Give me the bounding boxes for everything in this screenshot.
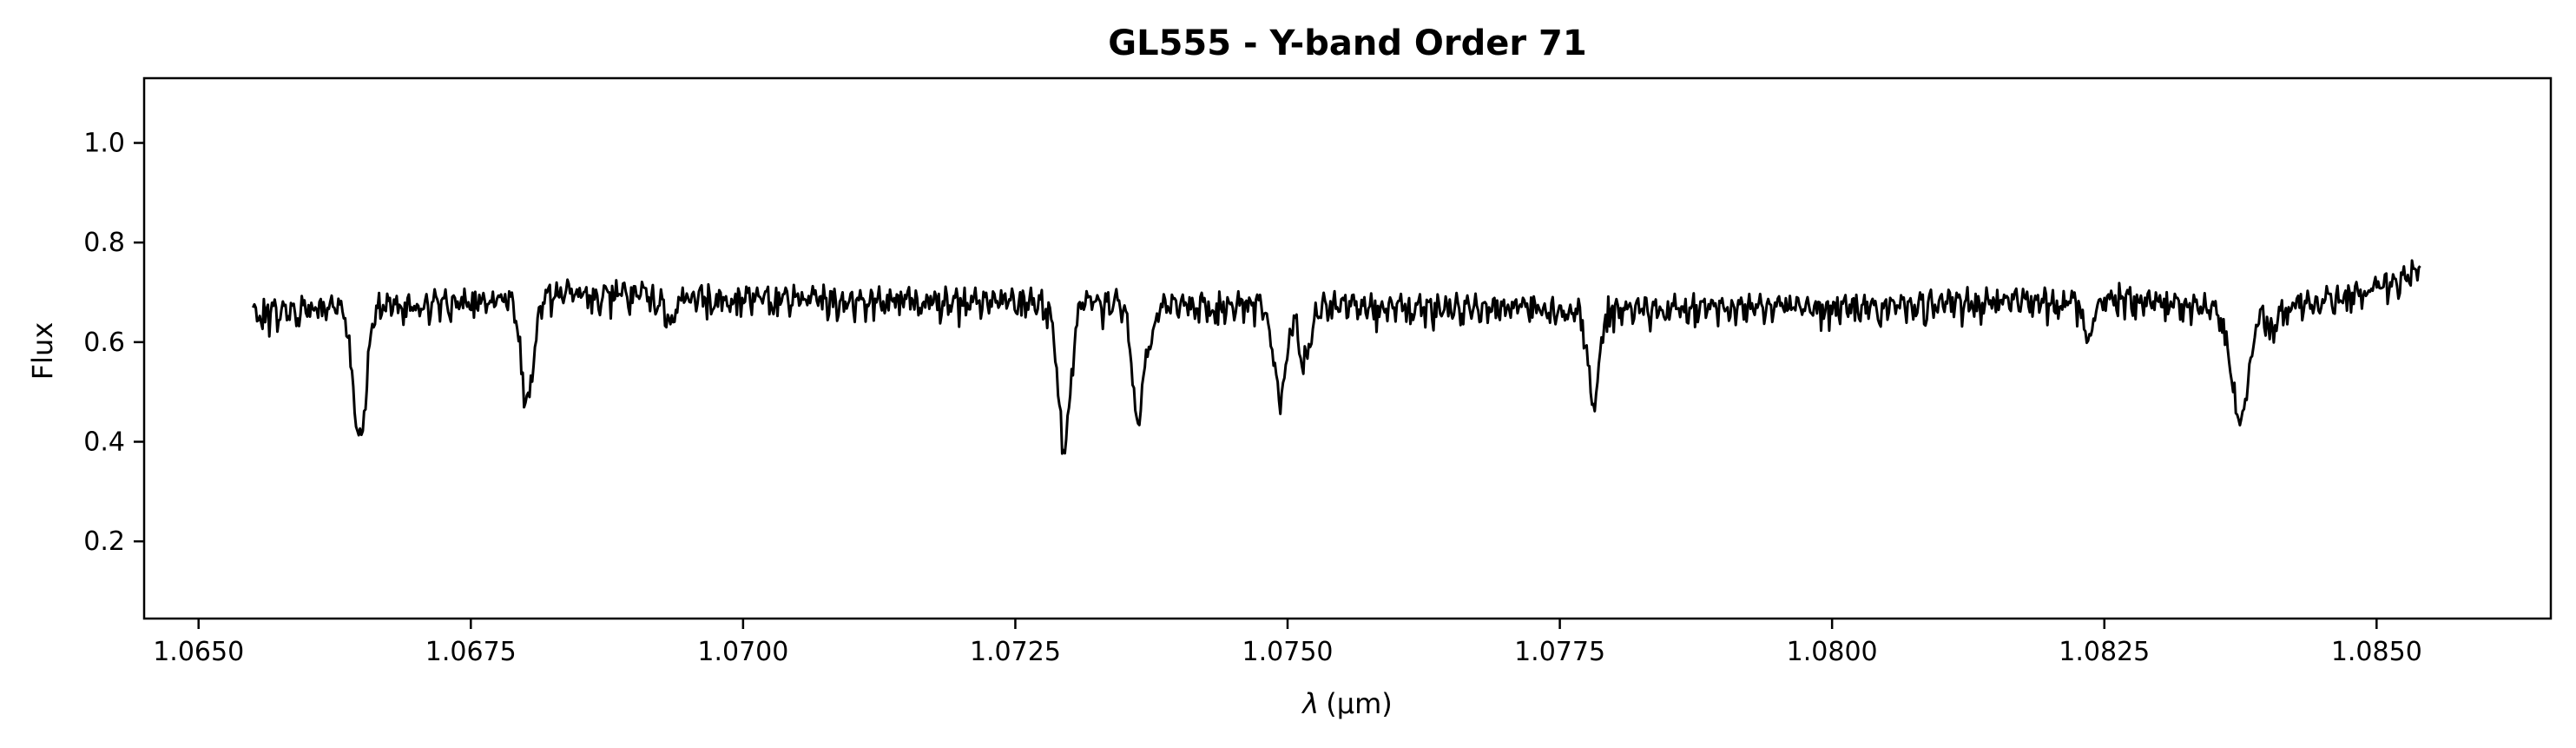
plot-frame [142, 76, 2553, 620]
x-tick-label: 1.0825 [2059, 637, 2150, 667]
x-tick-label: 1.0850 [2331, 637, 2422, 667]
x-tick-label: 1.0800 [1787, 637, 1878, 667]
x-axis-label-symbol: λ [1301, 687, 1319, 720]
x-tick-label: 1.0700 [697, 637, 788, 667]
x-axis-label-unit: (μm) [1326, 687, 1393, 720]
x-tick-label: 1.0675 [425, 637, 517, 667]
y-axis: 0.2 0.4 0.6 0.8 1.0 [83, 129, 144, 557]
x-tick-label: 1.0750 [1242, 637, 1334, 667]
x-tick-label: 1.0725 [970, 637, 1061, 667]
y-axis-label: Flux [26, 322, 59, 381]
spectrum-line [252, 259, 2421, 455]
y-tick-label: 1.0 [83, 129, 125, 159]
x-tick-label: 1.0775 [1514, 637, 1605, 667]
x-axis: 1.0650 1.0675 1.0700 1.0725 1.0750 1.0775 1.08… [153, 619, 2422, 667]
chart-title: GL555 - Y-band Order 71 [1108, 23, 1586, 63]
y-tick-label: 0.8 [83, 228, 125, 258]
y-tick-label: 0.2 [83, 526, 125, 557]
x-tick-label: 1.0650 [153, 637, 244, 667]
y-tick-label: 0.6 [83, 328, 125, 358]
x-axis-label: λ (μm) [1301, 687, 1392, 720]
y-tick-label: 0.4 [83, 427, 125, 457]
